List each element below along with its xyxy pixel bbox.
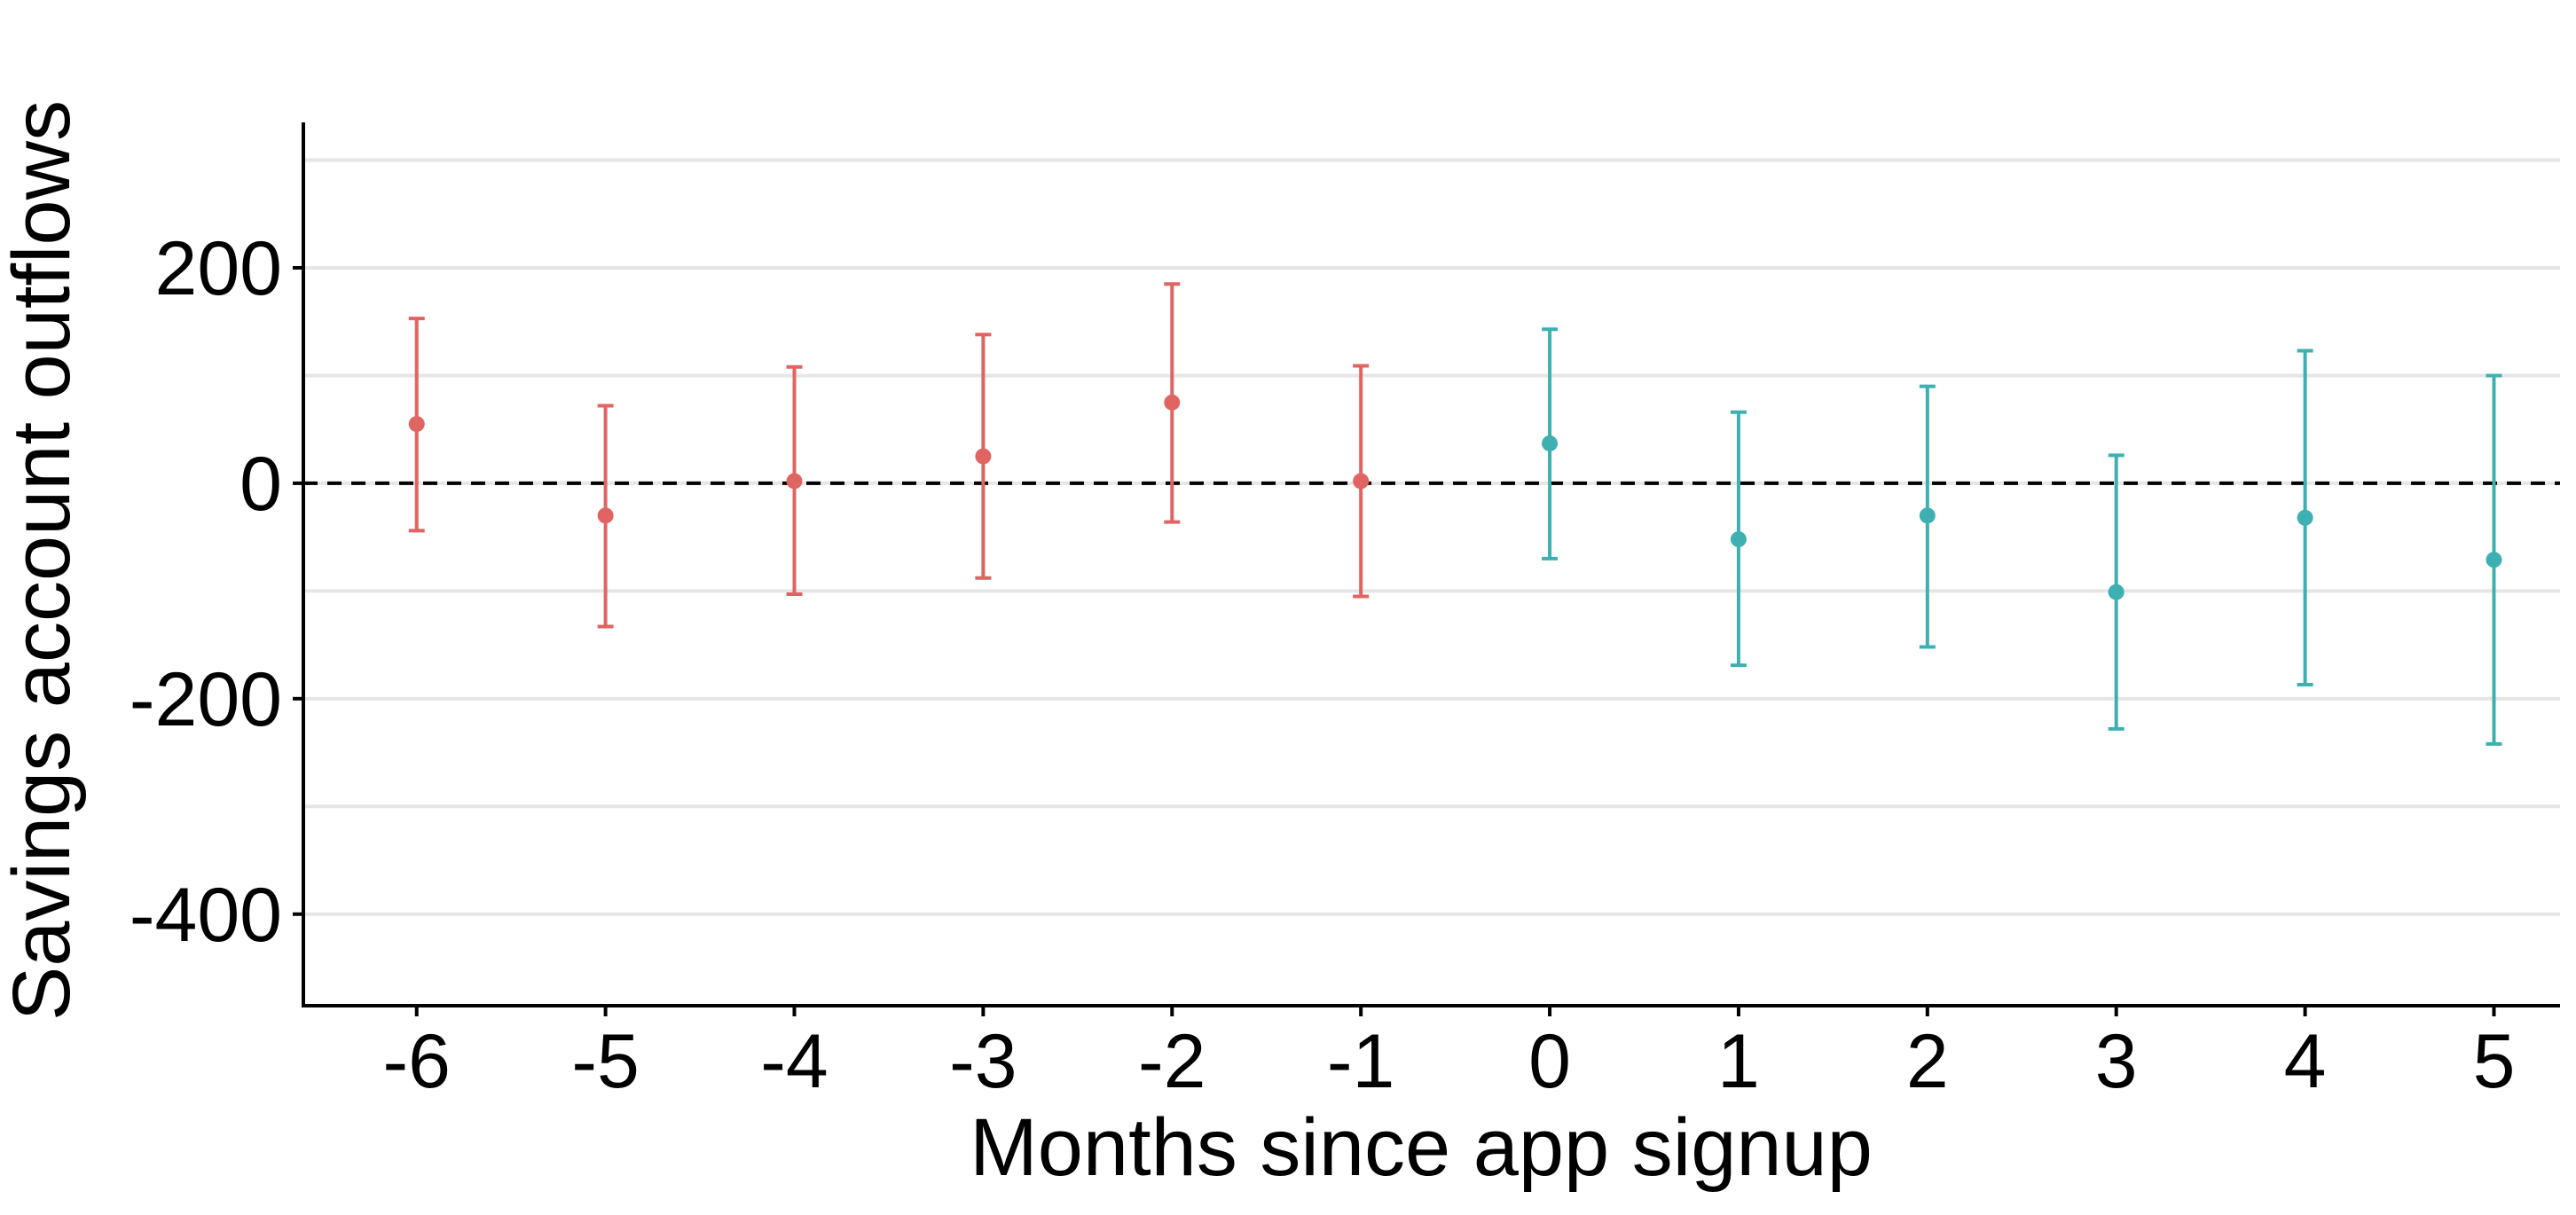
data-point bbox=[1730, 531, 1747, 548]
x-tick-label: -4 bbox=[760, 1019, 828, 1104]
x-tick-label: -5 bbox=[571, 1019, 639, 1104]
data-point bbox=[1542, 435, 1559, 451]
gridlines bbox=[303, 158, 2560, 916]
y-axis-title: Savings account outflows bbox=[0, 100, 87, 1021]
y-tick-label: 0 bbox=[240, 442, 282, 527]
x-tick-label: 1 bbox=[1717, 1019, 1760, 1104]
x-tick-label: 4 bbox=[2284, 1019, 2327, 1104]
y-tick-label: 200 bbox=[155, 226, 283, 311]
x-tick-label: 2 bbox=[1906, 1019, 1949, 1104]
data-points bbox=[408, 394, 2502, 600]
data-point bbox=[408, 416, 425, 433]
axes bbox=[293, 122, 2560, 1016]
x-tick-labels: -6 -5 -4 -3 -2 -1 0 1 2 3 4 5 bbox=[382, 1019, 2515, 1104]
data-point bbox=[1353, 473, 1370, 490]
data-point bbox=[1919, 507, 1936, 524]
x-tick-label: -2 bbox=[1138, 1019, 1206, 1104]
y-tick-label: -200 bbox=[130, 657, 282, 742]
data-point bbox=[2297, 509, 2313, 526]
data-point bbox=[2108, 584, 2124, 600]
data-point bbox=[2486, 552, 2502, 568]
x-tick-label: -3 bbox=[949, 1019, 1017, 1104]
x-tick-label: 3 bbox=[2095, 1019, 2138, 1104]
error-bars bbox=[408, 282, 2502, 746]
data-point bbox=[975, 448, 992, 465]
data-point bbox=[786, 473, 803, 490]
data-point bbox=[1164, 394, 1181, 411]
x-tick-label: -1 bbox=[1327, 1019, 1394, 1104]
y-tick-label: -400 bbox=[130, 873, 282, 958]
x-tick-label: -6 bbox=[382, 1019, 450, 1104]
x-tick-label: 5 bbox=[2473, 1019, 2516, 1104]
x-axis-title: Months since app signup bbox=[970, 1102, 1873, 1193]
data-point bbox=[597, 507, 614, 524]
x-tick-label: 0 bbox=[1528, 1019, 1571, 1104]
y-tick-labels: 200 0 -200 -400 bbox=[130, 226, 282, 958]
